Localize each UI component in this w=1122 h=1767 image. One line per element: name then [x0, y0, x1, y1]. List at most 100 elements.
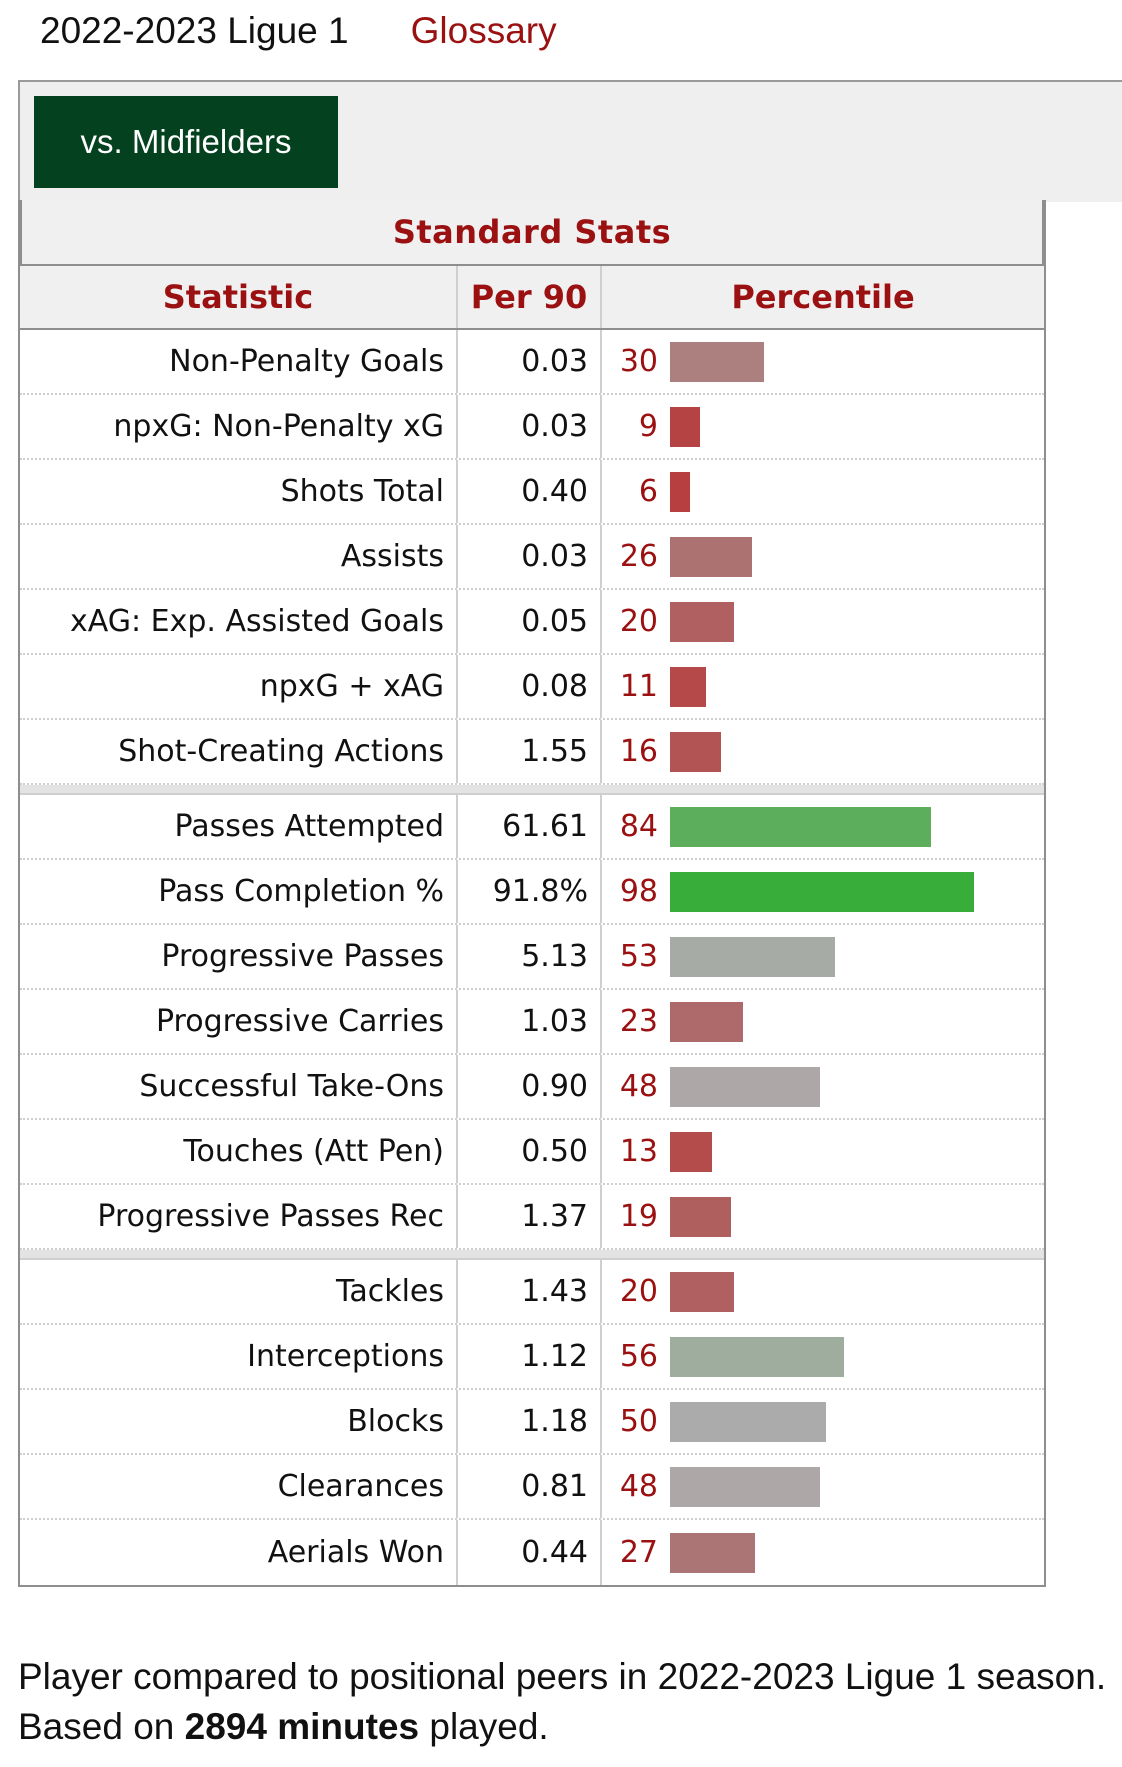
- stat-name: Passes Attempted: [20, 795, 458, 858]
- percentile-cell: 48: [602, 1455, 1044, 1518]
- percentile-value: 20: [619, 604, 658, 639]
- percentile-value: 6: [638, 474, 658, 509]
- percentile-bar-track: [670, 806, 1020, 847]
- percentile-bar-track: [670, 1066, 1020, 1107]
- percentile-bar-track: [670, 341, 1020, 382]
- percentile-bar: [670, 871, 974, 912]
- percentile-bar: [670, 1196, 731, 1237]
- table-row: Clearances 0.81 48: [20, 1455, 1044, 1520]
- per90-value: 0.81: [458, 1455, 602, 1518]
- percentile-value: 50: [619, 1404, 658, 1439]
- table-row: Progressive Carries 1.03 23: [20, 990, 1044, 1055]
- percentile-cell: 98: [602, 860, 1044, 923]
- table-row: Progressive Passes 5.13 53: [20, 925, 1044, 990]
- table-row: Successful Take-Ons 0.90 48: [20, 1055, 1044, 1120]
- season-title: 2022-2023 Ligue 1: [40, 10, 349, 51]
- table-row: xAG: Exp. Assisted Goals 0.05 20: [20, 590, 1044, 655]
- table-row: Aerials Won 0.44 27: [20, 1520, 1044, 1585]
- table-row: Non-Penalty Goals 0.03 30: [20, 330, 1044, 395]
- percentile-value: 48: [619, 1069, 658, 1104]
- per90-value: 0.03: [458, 525, 602, 588]
- stat-name: npxG + xAG: [20, 655, 458, 718]
- percentile-bar: [670, 1401, 826, 1442]
- table-row: Pass Completion % 91.8% 98: [20, 860, 1044, 925]
- percentile-bar: [670, 601, 734, 642]
- per90-value: 1.43: [458, 1260, 602, 1323]
- percentile-cell: 48: [602, 1055, 1044, 1118]
- per90-value: 0.50: [458, 1120, 602, 1183]
- percentile-bar-track: [670, 1001, 1020, 1042]
- table-row: Progressive Passes Rec 1.37 19: [20, 1185, 1044, 1250]
- stat-name: Progressive Passes Rec: [20, 1185, 458, 1248]
- percentile-value: 56: [619, 1339, 658, 1374]
- percentile-bar-track: [670, 1466, 1020, 1507]
- table-row: Passes Attempted 61.61 84: [20, 795, 1044, 860]
- per90-value: 0.05: [458, 590, 602, 653]
- table-row: Shot-Creating Actions 1.55 16: [20, 720, 1044, 785]
- col-header-per90[interactable]: Per 90: [458, 266, 602, 328]
- table-row: Assists 0.03 26: [20, 525, 1044, 590]
- percentile-cell: 50: [602, 1390, 1044, 1453]
- group-separator: [20, 1250, 1044, 1260]
- percentile-value: 26: [619, 539, 658, 574]
- table-row: Tackles 1.43 20: [20, 1260, 1044, 1325]
- col-header-percentile[interactable]: Percentile: [731, 278, 915, 316]
- percentile-value: 23: [619, 1004, 658, 1039]
- percentile-bar-track: [670, 1336, 1020, 1377]
- percentile-bar: [670, 1066, 820, 1107]
- percentile-bar: [670, 1336, 844, 1377]
- percentile-value: 53: [619, 939, 658, 974]
- percentile-cell: 27: [602, 1520, 1044, 1585]
- percentile-bar-track: [670, 936, 1020, 977]
- percentile-cell: 6: [602, 460, 1044, 523]
- per90-value: 1.03: [458, 990, 602, 1053]
- stat-name: Clearances: [20, 1455, 458, 1518]
- glossary-link[interactable]: Glossary: [410, 10, 557, 51]
- percentile-value: 20: [619, 1274, 658, 1309]
- stat-name: Progressive Carries: [20, 990, 458, 1053]
- table-row: Touches (Att Pen) 0.50 13: [20, 1120, 1044, 1185]
- stat-name: npxG: Non-Penalty xG: [20, 395, 458, 458]
- vs-midfielders-button[interactable]: vs. Midfielders: [34, 96, 338, 188]
- percentile-bar: [670, 471, 690, 512]
- stat-name: Progressive Passes: [20, 925, 458, 988]
- percentile-cell: 23: [602, 990, 1044, 1053]
- percentile-bar-track: [670, 471, 1020, 512]
- footer-text: Player compared to positional peers in 2…: [18, 1656, 1107, 1747]
- percentile-value: 19: [619, 1199, 658, 1234]
- col-header-statistic[interactable]: Statistic: [20, 266, 458, 328]
- table-row: npxG: Non-Penalty xG 0.03 9: [20, 395, 1044, 460]
- table-header: Statistic Per 90 Percentile: [20, 266, 1044, 330]
- table-row: npxG + xAG 0.08 11: [20, 655, 1044, 720]
- stat-name: Successful Take-Ons: [20, 1055, 458, 1118]
- percentile-bar-track: [670, 536, 1020, 577]
- percentile-value: 30: [619, 344, 658, 379]
- table-row: Blocks 1.18 50: [20, 1390, 1044, 1455]
- percentile-cell: 30: [602, 330, 1044, 393]
- stat-name: Pass Completion %: [20, 860, 458, 923]
- percentile-bar: [670, 1271, 734, 1312]
- percentile-cell: 9: [602, 395, 1044, 458]
- per90-value: 1.55: [458, 720, 602, 783]
- per90-value: 0.44: [458, 1520, 602, 1585]
- percentile-bar: [670, 1001, 743, 1042]
- percentile-bar: [670, 406, 700, 447]
- percentile-cell: 16: [602, 720, 1044, 783]
- stat-name: Shots Total: [20, 460, 458, 523]
- percentile-bar-track: [670, 1271, 1020, 1312]
- percentile-cell: 56: [602, 1325, 1044, 1388]
- per90-value: 0.90: [458, 1055, 602, 1118]
- per90-value: 61.61: [458, 795, 602, 858]
- stat-name: xAG: Exp. Assisted Goals: [20, 590, 458, 653]
- percentile-bar: [670, 341, 764, 382]
- group-separator: [20, 785, 1044, 795]
- per90-value: 1.18: [458, 1390, 602, 1453]
- percentile-value: 84: [619, 809, 658, 844]
- percentile-value: 11: [619, 669, 658, 704]
- stat-name: Shot-Creating Actions: [20, 720, 458, 783]
- stat-name: Interceptions: [20, 1325, 458, 1388]
- table-row: Shots Total 0.40 6: [20, 460, 1044, 525]
- minutes-played: 2894 minutes: [184, 1706, 420, 1747]
- percentile-cell: 13: [602, 1120, 1044, 1183]
- per90-value: 0.03: [458, 330, 602, 393]
